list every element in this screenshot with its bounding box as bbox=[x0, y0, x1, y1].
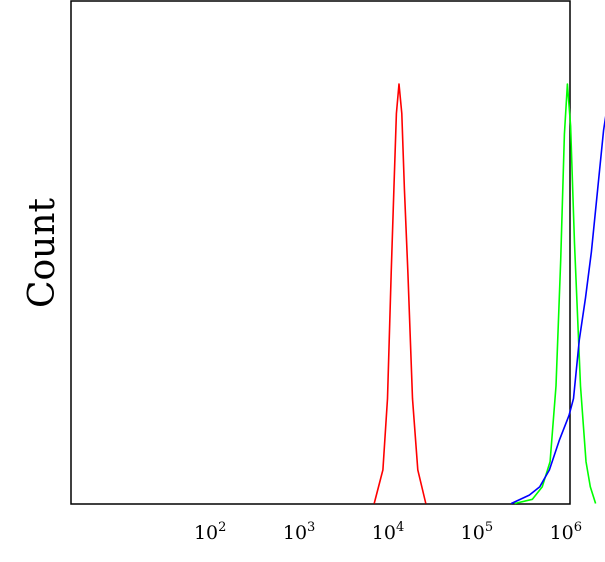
histogram-series-1 bbox=[373, 83, 427, 504]
histogram-series-3 bbox=[510, 115, 605, 505]
x-tick-label: 106 bbox=[550, 520, 582, 544]
x-tick-label: 104 bbox=[372, 520, 404, 544]
x-tick-label: 102 bbox=[194, 520, 226, 544]
x-tick-label: 103 bbox=[283, 520, 315, 544]
plot-frame bbox=[70, 0, 571, 505]
histogram-series-2 bbox=[514, 83, 597, 505]
series-layer bbox=[373, 83, 605, 505]
x-tick-label: 105 bbox=[461, 520, 493, 544]
y-axis-label: Count bbox=[22, 197, 63, 308]
x-tick-labels: 102103104105106107 bbox=[194, 520, 582, 544]
